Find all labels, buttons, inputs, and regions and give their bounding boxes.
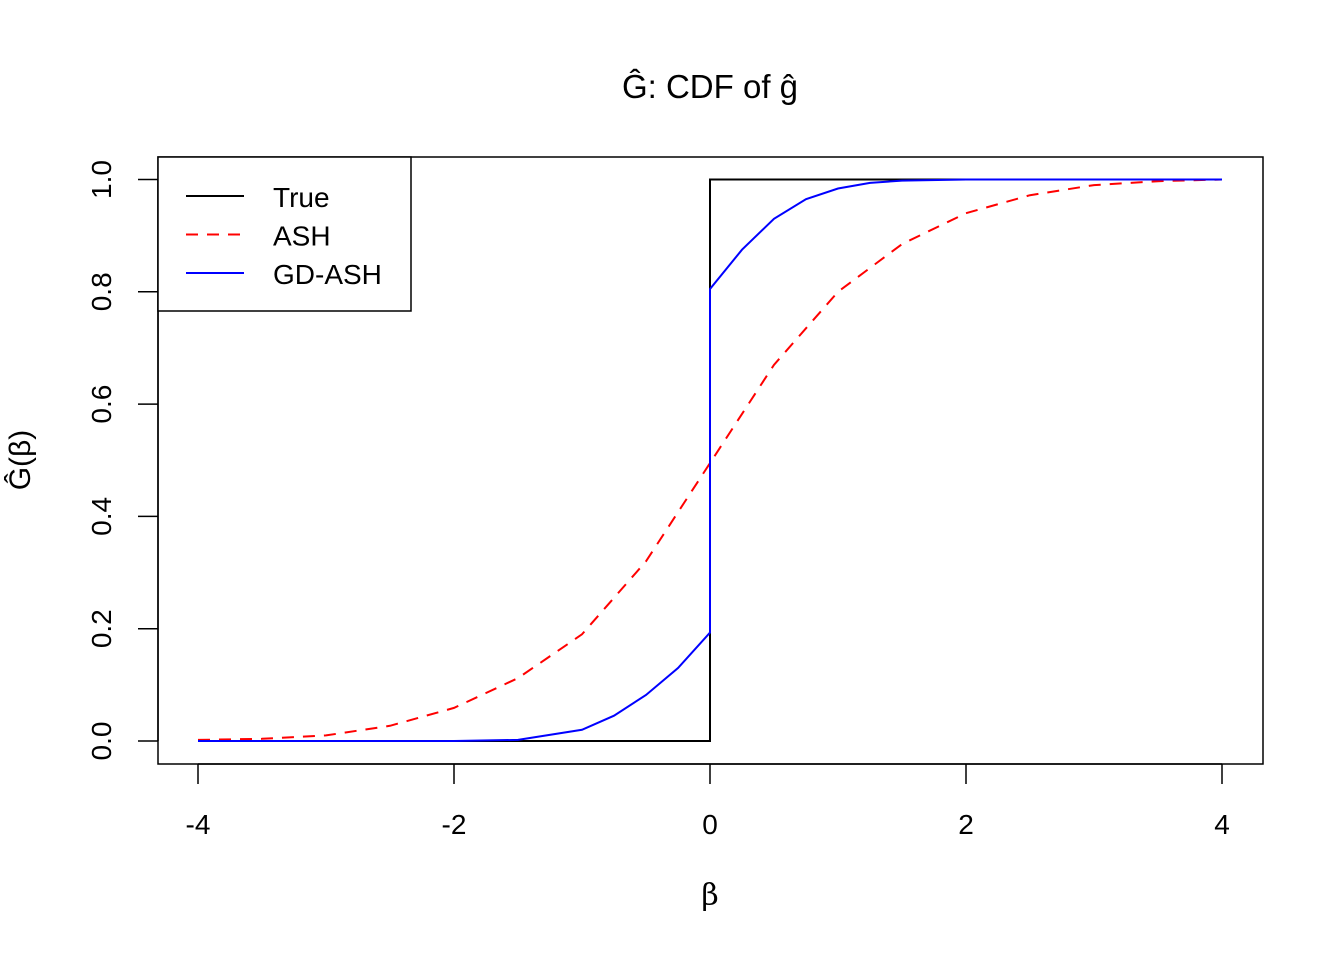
x-tick-label: 2 (958, 809, 974, 840)
y-tick-label: 0.0 (86, 722, 117, 761)
legend: True ASH GD-ASH (157, 156, 412, 312)
legend-label: GD-ASH (273, 259, 382, 290)
y-axis-label: Ĝ(β) (3, 430, 37, 491)
legend-label: ASH (273, 221, 331, 252)
series-line-ash (197, 178, 1223, 741)
chart-title: Ĝ: CDF of ĝ (622, 68, 798, 105)
y-tick-label: 0.4 (86, 497, 117, 536)
y-tick-label: 0.8 (86, 272, 117, 311)
x-tick-label: 0 (702, 809, 718, 840)
legend-label: True (273, 182, 330, 213)
x-tick-label: -4 (186, 809, 211, 840)
y-tick-label: 1.0 (86, 160, 117, 199)
x-tick-label: -2 (442, 809, 467, 840)
series-line-gd-ash (198, 178, 1222, 742)
legend-box (157, 156, 412, 312)
x-axis-label: β (701, 878, 718, 913)
y-tick-label: 0.2 (86, 609, 117, 648)
x-tick-label: 4 (1214, 809, 1230, 840)
y-tick-label: 0.6 (86, 385, 117, 424)
